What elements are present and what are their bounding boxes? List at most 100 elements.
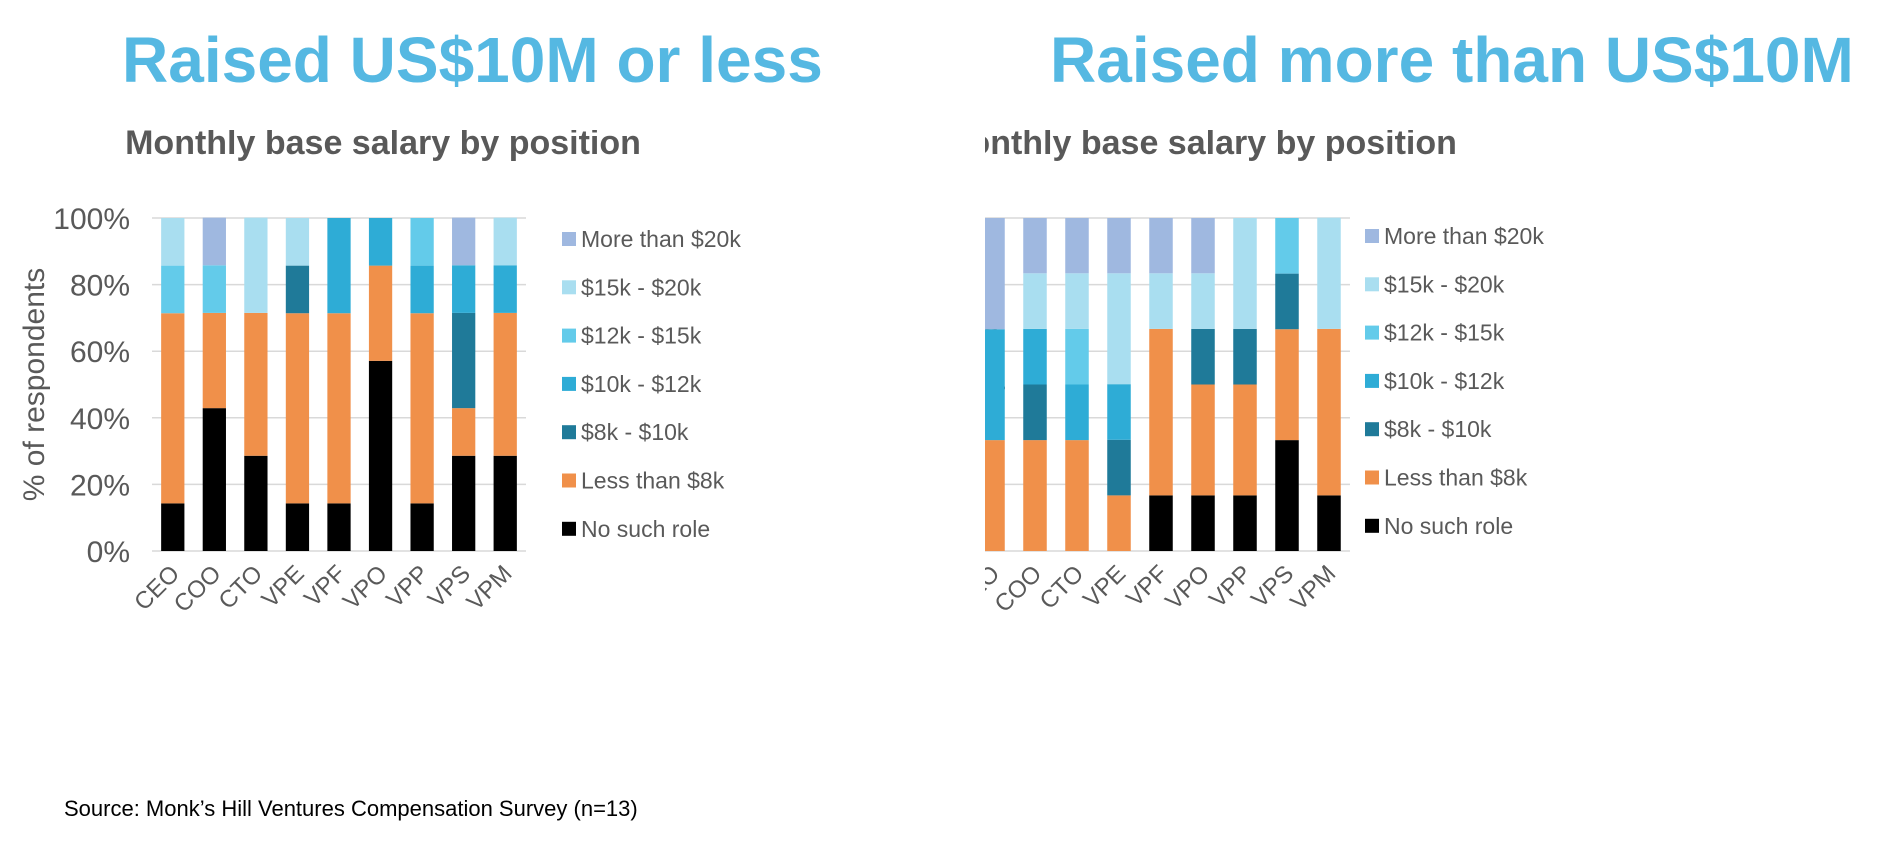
left-y-tick-label: 40% <box>70 403 130 436</box>
left-bar-vpp-10k-12k <box>410 265 434 314</box>
right-bar-vpo-no-such-role <box>1191 495 1215 551</box>
left-bar-vps-less-than-8k <box>452 408 476 456</box>
right-bar-cto-less-than-8k <box>1065 440 1089 551</box>
right-x-tick-coo: COO <box>989 560 1047 618</box>
left-bar-vpf-no-such-role <box>327 503 351 551</box>
left-legend-label-10k-12k: $10k - $12k <box>581 371 702 397</box>
right-bar-vpp-no-such-role <box>1233 495 1257 551</box>
left-legend-swatch-15k-20k <box>562 280 576 295</box>
right-bar-cto-more-than-20k <box>1065 218 1089 274</box>
heading-raised-10m-or-less: Raised US$10M or less <box>122 24 823 96</box>
right-bar-vpo-more-than-20k <box>1191 218 1215 274</box>
left-bar-vpf-less-than-8k <box>327 313 351 504</box>
right-x-tick-vpe: VPE <box>1078 560 1131 613</box>
right-bar-ceo-less-than-8k <box>985 440 1005 551</box>
left-bar-ceo-15k-20k <box>161 218 185 266</box>
right-legend-label-15k-20k: $15k - $20k <box>1384 271 1505 297</box>
left-bar-vpm-less-than-8k <box>493 312 517 456</box>
right-legend-label-no-such-role: No such role <box>1384 513 1513 539</box>
right-legend-swatch-no-such-role <box>1365 518 1379 533</box>
left-x-tick-vpo: VPO <box>338 560 393 615</box>
right-bar-coo-less-than-8k <box>1023 440 1047 551</box>
left-y-tick-label: 80% <box>70 270 130 303</box>
left-y-tick-label: 100% <box>53 203 130 236</box>
right-bar-cto-15k-20k <box>1065 273 1089 329</box>
left-legend-swatch-less-than-8k <box>562 473 576 488</box>
left-bar-vpo-less-than-8k <box>368 265 393 361</box>
right-bar-vps-8k-10k <box>1275 273 1299 330</box>
left-y-tick-label: 0% <box>87 536 130 569</box>
right-bar-vpe-less-than-8k <box>1107 495 1131 551</box>
source-note: Source: Monk’s Hill Ventures Compensatio… <box>64 796 638 821</box>
right-bar-ceo-more-than-20k <box>985 218 1005 330</box>
right-bar-cto-10k-12k <box>1065 384 1089 441</box>
left-bar-vpo-no-such-role <box>368 360 393 551</box>
left-bar-vpe-no-such-role <box>285 503 310 551</box>
right-bar-vpo-15k-20k <box>1191 273 1215 329</box>
right-legend-swatch-10k-12k <box>1365 373 1379 388</box>
right-chart-title: Monthly base salary by position <box>985 130 1457 162</box>
left-legend-swatch-8k-10k <box>562 425 576 440</box>
right-bar-vpe-more-than-20k <box>1107 218 1131 274</box>
left-legend-label-8k-10k: $8k - $10k <box>581 419 689 445</box>
left-legend-swatch-more-than-20k <box>562 232 576 246</box>
left-bar-vpm-10k-12k <box>493 265 517 313</box>
left-bar-vps-more-than-20k <box>452 217 476 266</box>
right-legend-label-less-than-8k: Less than $8k <box>1384 465 1528 491</box>
right-legend-swatch-less-than-8k <box>1365 470 1379 485</box>
right-bar-vpm-no-such-role <box>1317 495 1341 551</box>
left-bar-vpf-10k-12k <box>327 218 351 314</box>
right-legend-label-more-than-20k: More than $20k <box>1384 223 1544 249</box>
left-x-tick-vpp: VPP <box>381 560 434 613</box>
left-y-axis-label: % of respondents <box>18 268 51 501</box>
right-bar-coo-more-than-20k <box>1023 218 1047 274</box>
right-bar-vpe-15k-20k <box>1107 273 1131 385</box>
right-x-tick-vps: VPS <box>1246 560 1299 613</box>
left-bar-vpp-less-than-8k <box>410 313 434 504</box>
left-bar-vps-8k-10k <box>452 312 476 409</box>
right-bar-vps-no-such-role <box>1275 440 1299 551</box>
left-bar-cto-15k-20k <box>244 217 268 313</box>
right-bar-vpm-less-than-8k <box>1317 328 1341 496</box>
left-x-tick-coo: COO <box>169 560 227 618</box>
right-legend-label-8k-10k: $8k - $10k <box>1384 416 1492 442</box>
right-bar-vpe-10k-12k <box>1107 384 1131 440</box>
right-legend-swatch-8k-10k <box>1365 422 1379 437</box>
left-y-tick-label: 60% <box>70 336 130 369</box>
left-bar-vpe-8k-10k <box>285 265 310 314</box>
right-bar-vpp-8k-10k <box>1233 328 1257 385</box>
left-bar-coo-no-such-role <box>202 408 226 551</box>
right-bar-vpf-less-than-8k <box>1149 328 1173 496</box>
right-x-tick-cto: CTO <box>1035 560 1090 615</box>
left-bar-vpe-15k-20k <box>285 218 310 266</box>
right-bar-vpf-more-than-20k <box>1149 218 1173 274</box>
left-bar-vpo-10k-12k <box>368 218 393 266</box>
left-bar-vpp-no-such-role <box>410 503 434 551</box>
left-legend-swatch-10k-12k <box>562 376 576 391</box>
right-bar-coo-10k-12k <box>1023 328 1047 385</box>
right-bar-cto-12k-15k <box>1065 328 1089 385</box>
left-x-tick-vpm: VPM <box>462 560 518 616</box>
right-bar-vpp-15k-20k <box>1233 218 1257 329</box>
left-legend-label-12k-15k: $12k - $15k <box>581 323 702 349</box>
chart-raised-10m-or-less: Monthly base salary by position % of resp… <box>18 130 741 618</box>
left-x-tick-cto: CTO <box>214 560 269 615</box>
left-bar-vpe-less-than-8k <box>285 313 310 504</box>
right-bar-coo-8k-10k <box>1023 384 1047 441</box>
right-legend-label-10k-12k: $10k - $12k <box>1384 368 1505 394</box>
left-bar-cto-no-such-role <box>244 455 268 551</box>
left-bar-vps-no-such-role <box>452 455 476 551</box>
right-x-tick-vpm: VPM <box>1285 560 1341 616</box>
left-bar-vpm-15k-20k <box>493 217 517 266</box>
left-bar-cto-less-than-8k <box>244 312 268 456</box>
right-bar-vpp-less-than-8k <box>1233 384 1257 496</box>
left-x-tick-vps: VPS <box>423 560 476 613</box>
left-bar-ceo-less-than-8k <box>161 313 185 504</box>
right-bar-vpf-15k-20k <box>1149 273 1173 329</box>
left-y-tick-label: 20% <box>70 469 130 502</box>
left-legend-swatch-12k-15k <box>562 328 576 343</box>
left-bar-ceo-no-such-role <box>161 503 185 551</box>
right-bar-vpo-less-than-8k <box>1191 384 1215 496</box>
left-legend-label-no-such-role: No such role <box>581 516 710 542</box>
right-bar-coo-15k-20k <box>1023 273 1047 329</box>
